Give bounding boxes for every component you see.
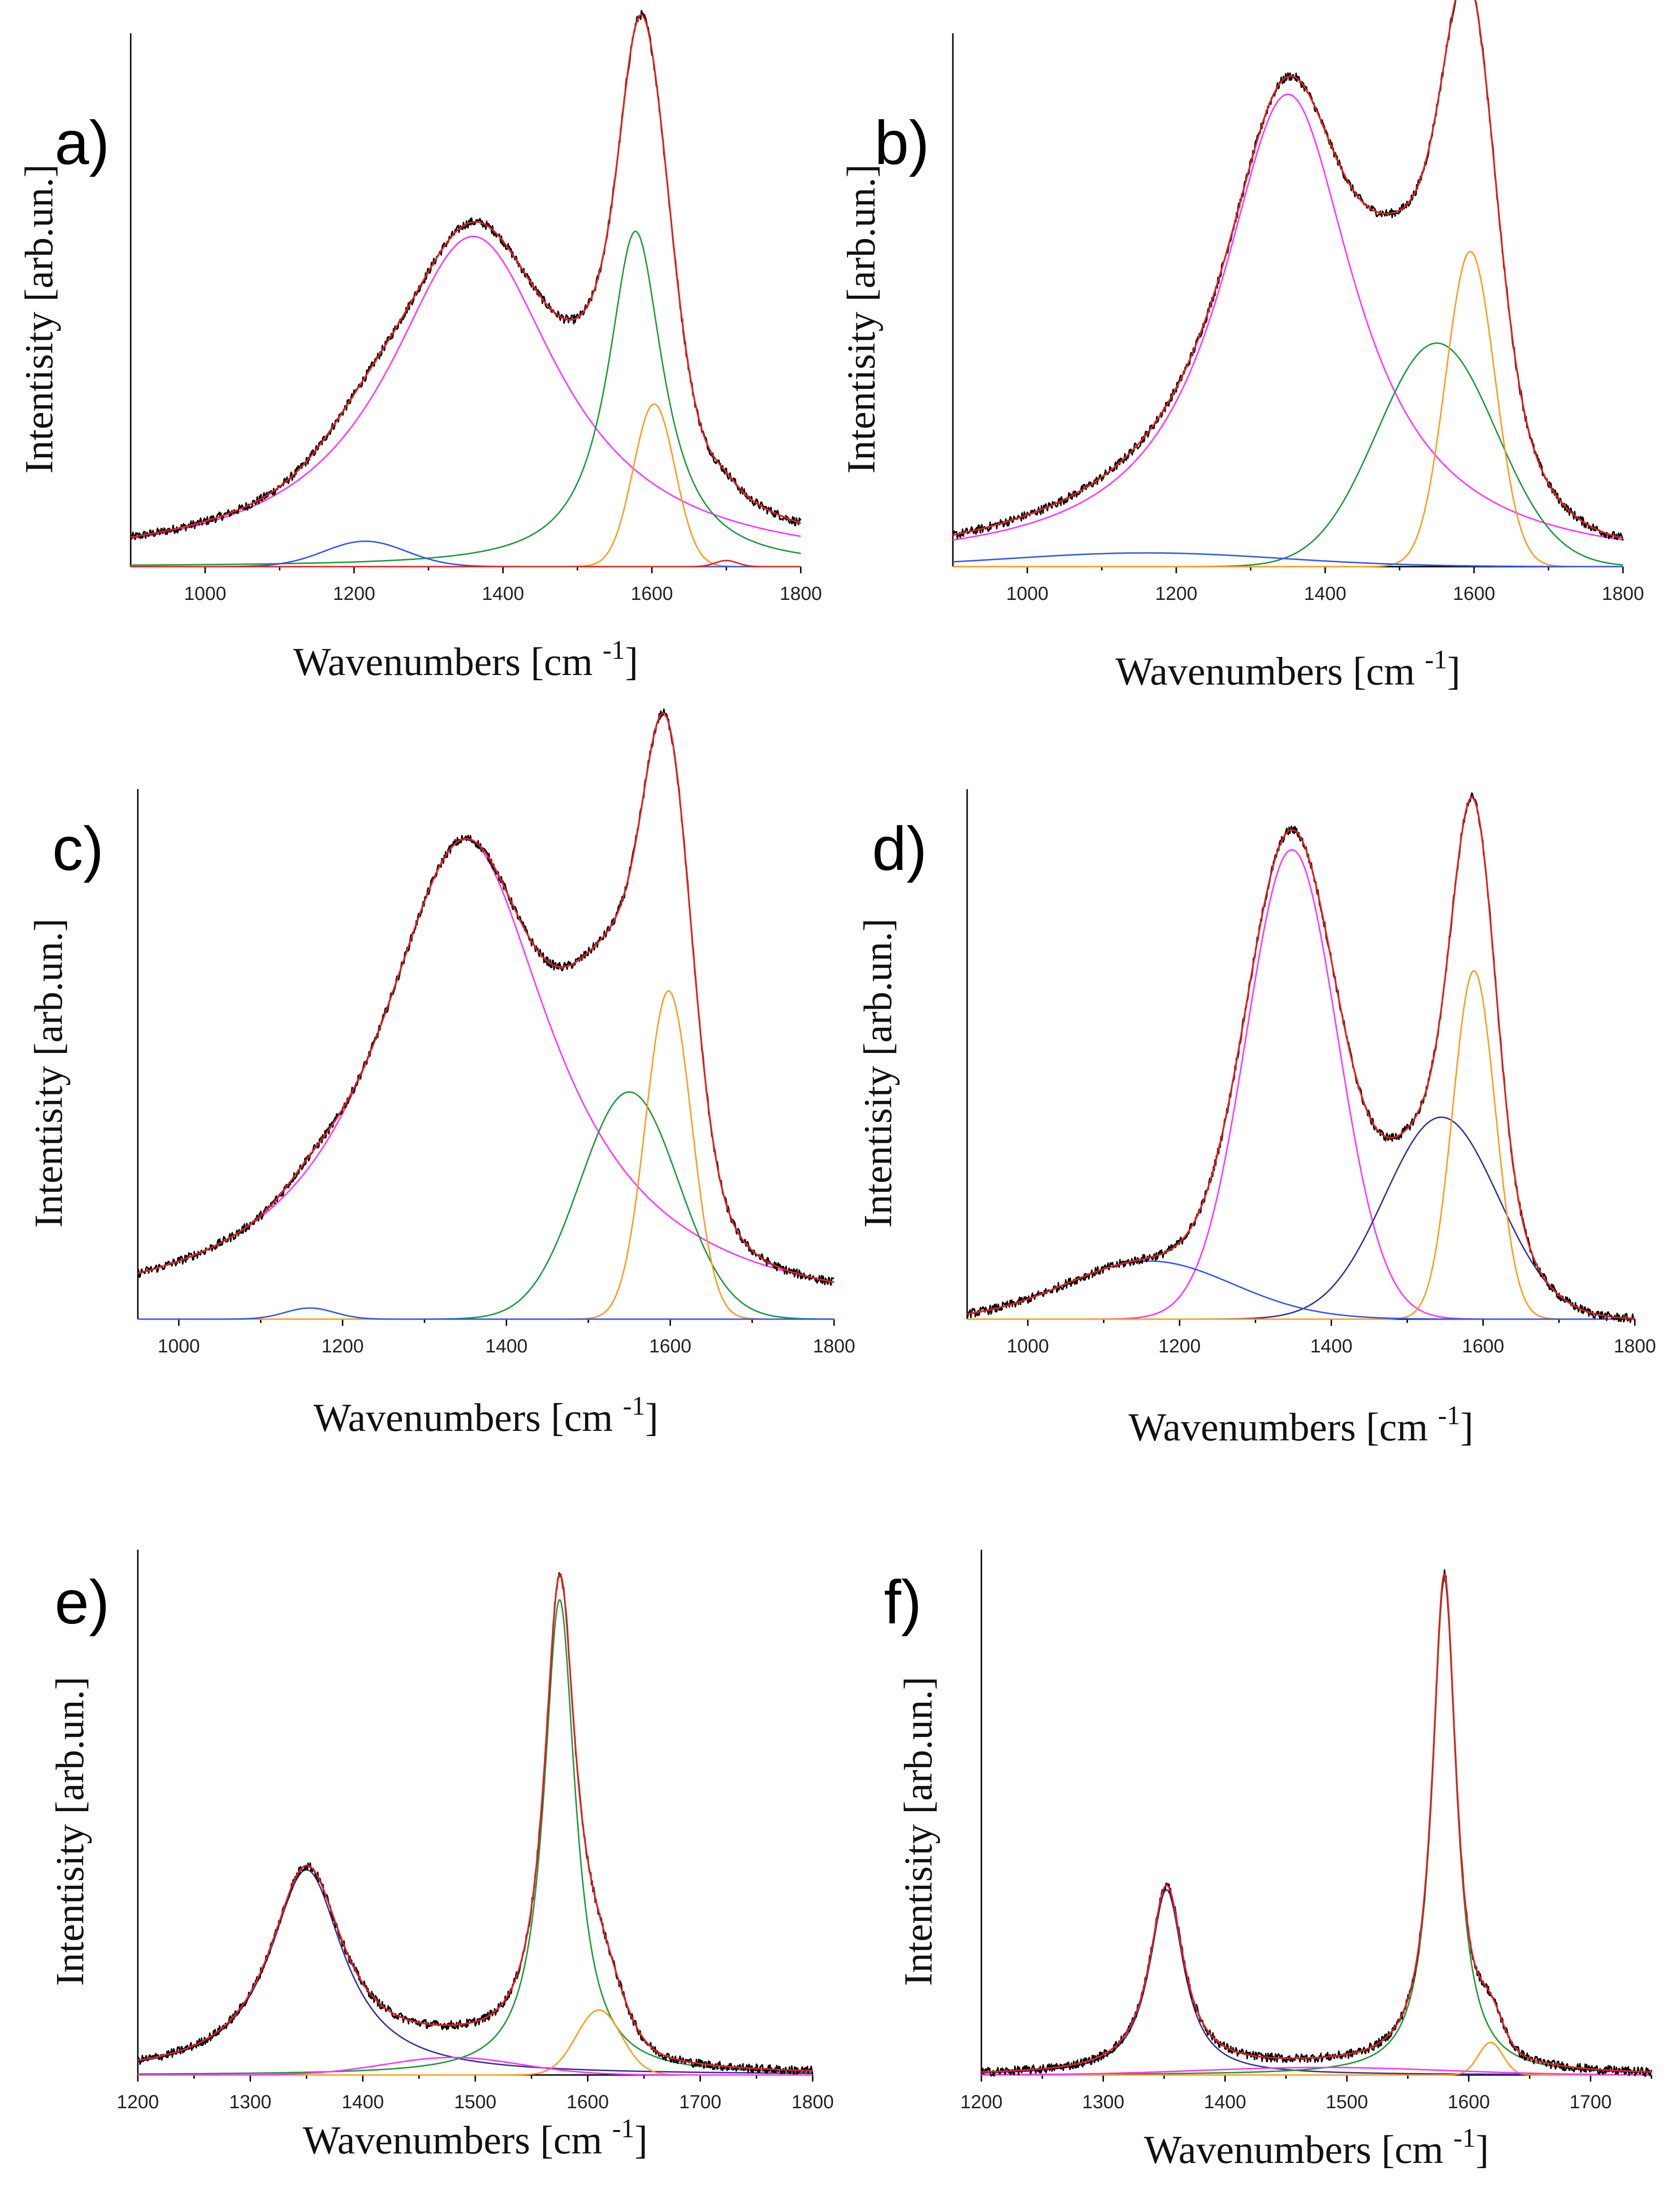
x-tick-label: 1000 [1006, 583, 1048, 604]
peak-d4-line [953, 552, 1623, 568]
cumulative-fit-line [137, 712, 835, 1283]
chart-panel-e: 1200 1300 1400 1500 1600 1700 1800 e) Intentisit… [48, 1550, 834, 2162]
panel-label: e) [55, 1567, 110, 1637]
cumulative-fit-line [952, 0, 1623, 540]
x-tick-label: 1700 [1569, 2092, 1612, 2113]
x-axis-label: Wavenumbers [cm -1] [1115, 645, 1460, 694]
x-tick-label: 1000 [184, 583, 226, 604]
peak-g-line [967, 970, 1635, 1320]
panel-label: f) [884, 1567, 922, 1637]
x-tick-label: 1700 [679, 2092, 721, 2113]
x-tick-label: 1000 [1007, 1336, 1049, 1357]
x-tick-label: 1400 [1204, 2092, 1246, 2113]
x-tick-label: 1600 [1453, 583, 1495, 604]
x-tick-label: 1400 [482, 583, 524, 604]
chart-panel-a: 1000 1200 1400 1600 1800 a)Intentisity [arb.u… [17, 10, 822, 684]
x-tick-label: 1200 [960, 2092, 1003, 2113]
peak-d3-line [138, 2056, 813, 2076]
x-tick-label: 1200 [321, 1336, 364, 1357]
x-axis-label: Wavenumbers [cm -1] [303, 2114, 648, 2162]
chart-panel-c: 1000 1200 1400 1600 1800 c) Intentisity [arb.u… [27, 708, 855, 1440]
x-tick-label: 1600 [1462, 1336, 1504, 1357]
cumulative-fit-line [967, 796, 1635, 1320]
x-tick-label: 1000 [158, 1336, 200, 1357]
x-tick-label: 1200 [117, 2092, 159, 2113]
y-axis-label: Intentisity [arb.un.] [856, 918, 900, 1228]
y-axis-label: Intentisity [arb.un.] [27, 918, 71, 1228]
x-tick-label: 1400 [485, 1336, 528, 1357]
panel-label: b) [874, 108, 930, 177]
peak-d3-line [981, 2066, 1651, 2076]
x-axis-label: Wavenumbers [cm -1] [293, 636, 638, 684]
x-tick-label: 1300 [1082, 2092, 1124, 2113]
panel-label: d) [872, 814, 927, 883]
chart-panel-b: 1000 1200 1400 1600 1800 b)Intentisity [arb.u… [839, 0, 1644, 694]
x-tick-label: 1500 [1326, 2092, 1368, 2113]
x-axis-label: Wavenumbers [cm -1] [1129, 1401, 1474, 1449]
peak-g-line [131, 231, 801, 566]
panel-label: a) [55, 108, 110, 177]
y-axis-label: Intentisity [arb.un.] [48, 1677, 92, 1986]
x-tick-label: 1600 [649, 1336, 691, 1357]
x-tick-label: 1600 [631, 583, 673, 604]
x-tick-label: 1500 [454, 2092, 497, 2113]
x-tick-label: 1200 [1159, 1336, 1201, 1357]
x-tick-label: 1200 [1155, 583, 1198, 604]
y-axis-label: Intentisity [arb.un.] [839, 164, 883, 474]
peak-d4-line [138, 1307, 834, 1320]
peak-dprime-line [981, 2042, 1651, 2076]
peak-d-line [130, 235, 801, 540]
peak-g-line [953, 251, 1623, 568]
x-tick-label: 1200 [333, 583, 375, 604]
cumulative-fit-line [981, 1573, 1652, 2073]
x-tick-label: 1300 [229, 2092, 271, 2113]
peak-d-line [952, 93, 1623, 541]
chart-panel-d: 1000 1200 1400 1600 1800 d) Intentisity [arb.u… [856, 789, 1656, 1449]
panel-label: c) [52, 814, 104, 883]
y-axis-label: Intentisity [arb.un.] [17, 164, 61, 474]
x-tick-label: 1600 [1448, 2092, 1490, 2113]
x-tick-label: 1400 [1304, 583, 1346, 604]
cumulative-fit-line [137, 1573, 813, 2072]
x-tick-label: 1800 [1602, 583, 1644, 604]
x-tick-label: 1600 [566, 2092, 609, 2113]
chart-panel-f: 1200 1300 1400 1500 1600 1700 f) Intentisity [a… [884, 1550, 1652, 2172]
x-tick-label: 1800 [813, 1336, 855, 1357]
x-tick-label: 1800 [1614, 1336, 1656, 1357]
cumulative-fit-line [130, 14, 801, 538]
y-axis-label: Intentisity [arb.un.] [896, 1677, 941, 1986]
x-axis-label: Wavenumbers [cm -1] [314, 1391, 659, 1440]
x-tick-label: 1800 [792, 2092, 834, 2113]
x-tick-label: 1400 [342, 2092, 384, 2113]
x-tick-label: 1400 [1310, 1336, 1353, 1357]
x-axis-label: Wavenumbers [cm -1] [1144, 2123, 1489, 2172]
x-tick-label: 1800 [780, 583, 822, 604]
peak-d5-line [131, 560, 801, 568]
